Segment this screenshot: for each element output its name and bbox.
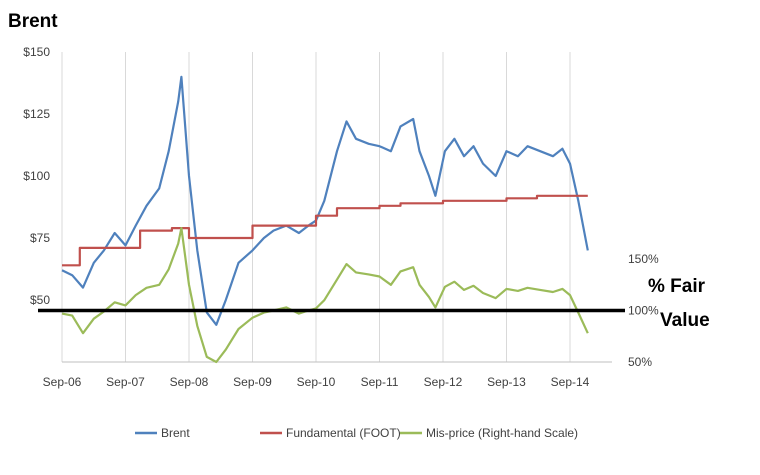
series-line-brent — [61, 75, 589, 326]
right-axis: 50% 100% 150% — [628, 252, 659, 369]
left-tick-label: $125 — [23, 107, 50, 121]
left-tick-label: $100 — [23, 169, 50, 183]
legend: Brent Fundamental (FOOT) Mis-price (Right-… — [135, 426, 578, 440]
chart-title: Brent — [8, 11, 58, 32]
left-tick-label: $150 — [23, 45, 50, 59]
series-line-fundamental-foot — [62, 194, 588, 267]
x-tick-label: Sep-06 — [43, 375, 82, 389]
x-tick-label: Sep-07 — [106, 375, 145, 389]
legend-label: Fundamental (FOOT) — [286, 426, 401, 440]
series-lines — [61, 75, 589, 364]
x-tick-label: Sep-09 — [233, 375, 272, 389]
x-axis: Sep-06 Sep-07 Sep-08 Sep-09 Sep-10 Sep-11 Sep-… — [43, 375, 590, 389]
x-tick-label: Sep-08 — [170, 375, 209, 389]
x-tick-label: Sep-10 — [297, 375, 336, 389]
grid-lines — [61, 52, 612, 363]
x-tick-label: Sep-14 — [551, 375, 590, 389]
x-tick-label: Sep-12 — [424, 375, 463, 389]
side-label-line-2: Value — [660, 310, 710, 331]
left-axis: $50 $75 $100 $125 $150 — [23, 45, 50, 307]
right-tick-label: 50% — [628, 355, 652, 369]
series-line-mis-price-right-hand-scale — [61, 227, 589, 364]
left-tick-label: $75 — [30, 231, 50, 245]
x-tick-label: Sep-13 — [487, 375, 526, 389]
x-tick-label: Sep-11 — [361, 375, 399, 389]
right-tick-label: 100% — [628, 304, 659, 318]
side-label-line-1: % Fair — [648, 276, 706, 297]
legend-label: Mis-price (Right-hand Scale) — [426, 426, 578, 440]
left-tick-label: $50 — [30, 293, 50, 307]
right-tick-label: 150% — [628, 252, 659, 266]
legend-label: Brent — [161, 426, 190, 440]
